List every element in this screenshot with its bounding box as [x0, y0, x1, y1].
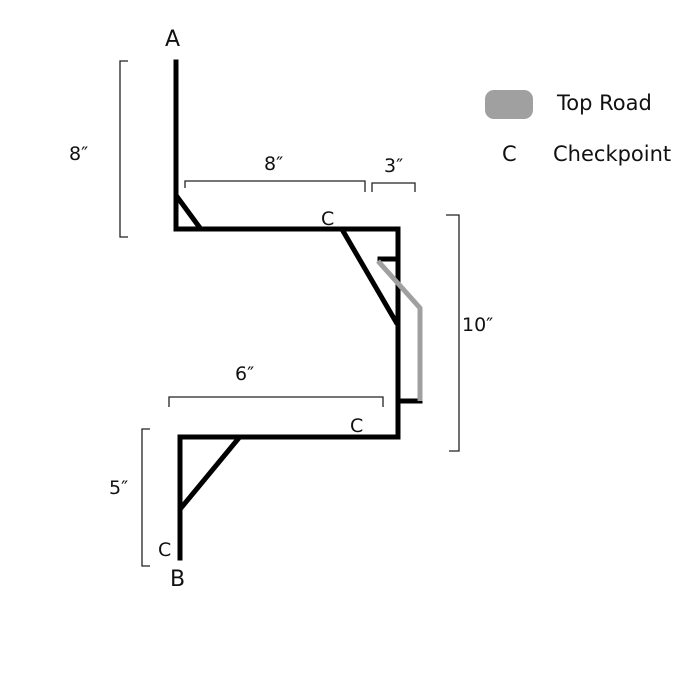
dim-lower-horizontal: 6″ — [235, 363, 254, 385]
brace-small-horizontal — [371, 182, 416, 192]
brace-lower-horizontal — [168, 396, 384, 407]
brace-left-top — [119, 60, 128, 238]
brace-top-horizontal — [184, 180, 366, 192]
point-b-label: B — [170, 567, 185, 592]
shortcut-c1 — [339, 227, 400, 326]
dim-top-horizontal: 8″ — [264, 153, 283, 175]
checkpoint-mark-3: C — [158, 539, 171, 561]
dim-right-vertical: 10″ — [462, 314, 493, 336]
checkpoint-mark-1: C — [321, 208, 334, 230]
legend-top-road-swatch — [485, 90, 533, 119]
main-road — [173, 59, 401, 561]
legend-checkpoint-label: Checkpoint — [553, 142, 671, 166]
legend-checkpoint-symbol: C — [502, 142, 517, 166]
dim-left-top: 8″ — [69, 143, 88, 165]
dim-small-horizontal: 3″ — [384, 155, 403, 177]
dim-left-bottom: 5″ — [109, 477, 128, 499]
legend-top-road-label: Top Road — [556, 91, 652, 115]
shortcut-c3 — [177, 435, 242, 512]
legend: Top Road C Checkpoint — [485, 90, 671, 166]
checkpoint-mark-2: C — [350, 415, 363, 437]
shortcut-a — [174, 194, 204, 232]
point-a-label: A — [165, 27, 180, 52]
top-road — [376, 259, 423, 401]
brace-left-bottom — [141, 428, 150, 567]
brace-right-vertical — [446, 214, 460, 452]
